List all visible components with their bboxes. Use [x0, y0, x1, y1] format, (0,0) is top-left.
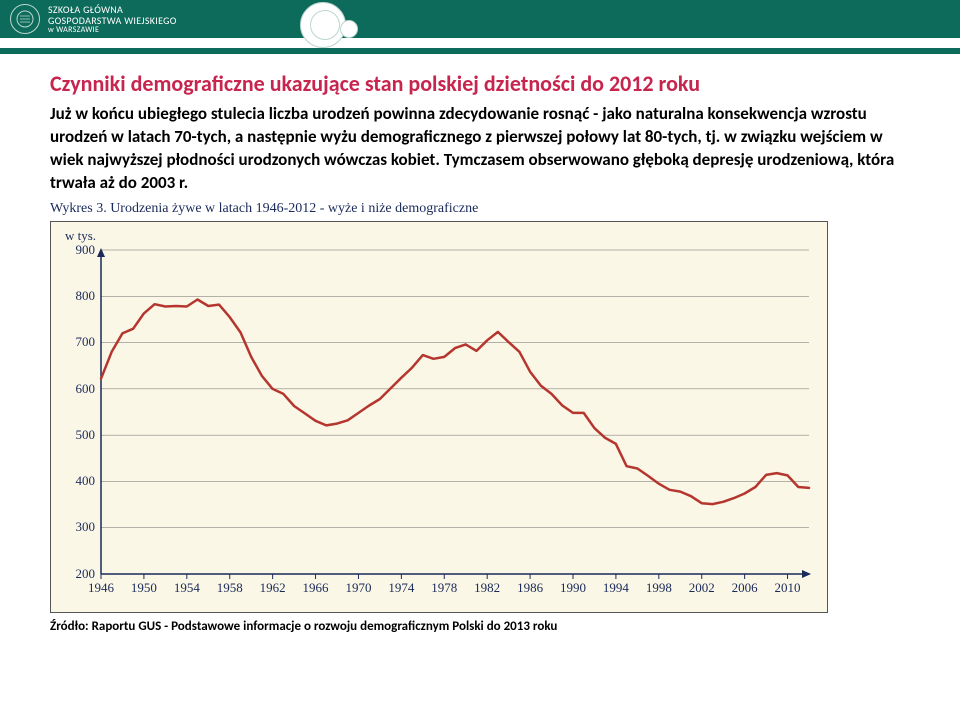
y-tick-label: 700: [65, 334, 95, 350]
uni-line1: SZKOŁA GŁÓWNA: [48, 4, 177, 15]
slide-title: Czynniki demograficzne ukazujące stan po…: [50, 70, 910, 97]
y-tick-label: 500: [65, 427, 95, 443]
x-tick-label: 1974: [381, 580, 421, 596]
x-tick-label: 1970: [338, 580, 378, 596]
header-bar: SZKOŁA GŁÓWNA GOSPODARSTWA WIEJSKIEGO w …: [0, 0, 960, 38]
x-tick-label: 1986: [510, 580, 550, 596]
x-tick-label: 2002: [682, 580, 722, 596]
slide-body: Już w końcu ubiegłego stulecia liczba ur…: [50, 103, 910, 195]
uni-line3: w WARSZAWIE: [48, 26, 177, 35]
x-tick-label: 2006: [725, 580, 765, 596]
university-name: SZKOŁA GŁÓWNA GOSPODARSTWA WIEJSKIEGO w …: [48, 4, 177, 35]
x-tick-label: 1950: [124, 580, 164, 596]
chart-box: w tys. 200300400500600700800900194619501…: [50, 221, 828, 613]
y-tick-label: 800: [65, 288, 95, 304]
x-tick-label: 1990: [553, 580, 593, 596]
slide-content: Czynniki demograficzne ukazujące stan po…: [0, 54, 960, 638]
logo-icon: [10, 4, 40, 34]
y-tick-label: 300: [65, 519, 95, 535]
x-tick-label: 1982: [467, 580, 507, 596]
x-tick-label: 1962: [253, 580, 293, 596]
y-tick-label: 600: [65, 381, 95, 397]
x-tick-label: 1994: [596, 580, 636, 596]
x-tick-label: 1998: [639, 580, 679, 596]
x-tick-label: 2010: [768, 580, 808, 596]
y-tick-label: 900: [65, 242, 95, 258]
x-tick-label: 1954: [167, 580, 207, 596]
source-text: Źródło: Raportu GUS - Podstawowe informa…: [50, 619, 910, 634]
x-tick-label: 1966: [296, 580, 336, 596]
chart-svg: [51, 222, 827, 612]
uni-line2: GOSPODARSTWA WIEJSKIEGO: [48, 15, 177, 26]
decorative-circles: [300, 0, 370, 50]
x-tick-label: 1958: [210, 580, 250, 596]
x-tick-label: 1978: [424, 580, 464, 596]
chart-caption: Wykres 3. Urodzenia żywe w latach 1946-2…: [50, 201, 910, 217]
x-tick-label: 1946: [81, 580, 121, 596]
y-tick-label: 400: [65, 473, 95, 489]
